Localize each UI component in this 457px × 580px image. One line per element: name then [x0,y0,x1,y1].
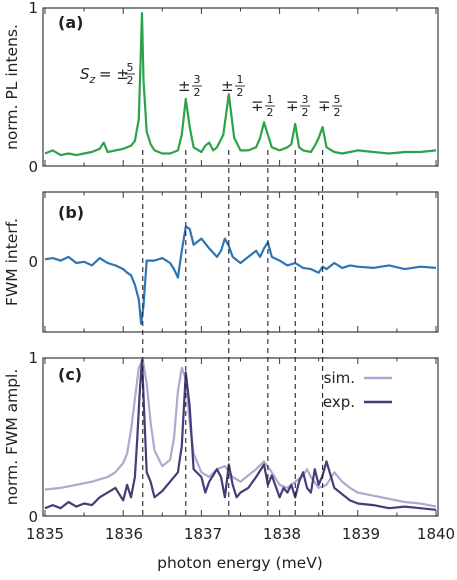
panel-c-ticks [44,358,437,516]
xtick-1838: 1838 [263,525,301,543]
svg-text:1: 1 [237,73,244,86]
xtick-1840: 1840 [417,525,455,543]
svg-text:1: 1 [267,93,274,106]
peak-label-sz-symbol: Sz [80,65,96,86]
svg-text:2: 2 [267,106,274,119]
svg-text:5: 5 [127,61,134,74]
panel-b-fwm-line [44,225,437,325]
xtick-1839: 1839 [342,525,380,543]
peak-label-mp-1-2: ∓ 1 2 [251,93,275,119]
svg-text:2: 2 [127,74,134,87]
legend: sim. exp. [323,369,392,411]
legend-exp-label: exp. [323,393,355,411]
panel-a-ticks [44,8,437,166]
panel-c-sim-line [44,358,437,508]
peak-label-sz-equals: = ± [99,65,129,83]
xtick-1837: 1837 [184,525,222,543]
svg-text:±: ± [178,77,191,95]
x-axis-label: photon energy (meV) [157,554,323,572]
svg-text:2: 2 [237,86,244,99]
peak-label-mp-5-2: ∓ 5 2 [318,93,342,119]
panel-b: 0 FWM interf. (b) [3,191,439,333]
xtick-1835: 1835 [26,525,64,543]
panel-c-ytick-0: 0 [28,508,38,526]
svg-text:3: 3 [302,93,309,106]
panel-c-ylabel: norm. FWM ampl. [3,369,21,506]
panel-a-ytick-1: 1 [28,0,38,17]
panel-b-ticks [44,192,437,332]
svg-text:∓: ∓ [251,97,264,115]
peak-label-pm-3-2: ± 3 2 [178,73,202,99]
xtick-1836: 1836 [105,525,143,543]
panel-c-exp-line [44,358,437,511]
svg-text:±: ± [221,77,234,95]
panel-b-ytick-0: 0 [28,253,38,271]
svg-text:5: 5 [334,93,341,106]
panel-c-ytick-1: 1 [28,349,38,367]
peak-label-mp-3-2: ∓ 3 2 [286,93,310,119]
panel-a: 1 0 norm. PL intens. (a) Sz = ± 5 2 ± 3 … [3,0,439,176]
panel-a-pl-line [44,12,437,157]
x-tick-labels: 1835 1836 1837 1838 1839 1840 [26,525,455,543]
peak-label-sz-5-2: Sz = ± 5 2 [80,61,135,87]
panel-b-label: (b) [58,203,84,222]
panel-c: 1 0 norm. FWM ampl. (c) sim. exp. 1835 1… [3,349,455,572]
svg-text:2: 2 [194,86,201,99]
panel-a-label: (a) [58,13,83,32]
svg-text:2: 2 [334,106,341,119]
panel-c-label: (c) [58,365,82,384]
svg-text:∓: ∓ [286,97,299,115]
panel-a-ytick-0: 0 [28,158,38,176]
svg-text:∓: ∓ [318,97,331,115]
panel-a-ylabel: norm. PL intens. [3,24,21,150]
peak-guide-lines [142,150,324,516]
legend-sim-label: sim. [324,369,355,387]
svg-text:3: 3 [194,73,201,86]
peak-label-pm-1-2: ± 1 2 [221,73,245,99]
panel-b-ylabel: FWM interf. [3,218,21,306]
svg-text:2: 2 [302,106,309,119]
